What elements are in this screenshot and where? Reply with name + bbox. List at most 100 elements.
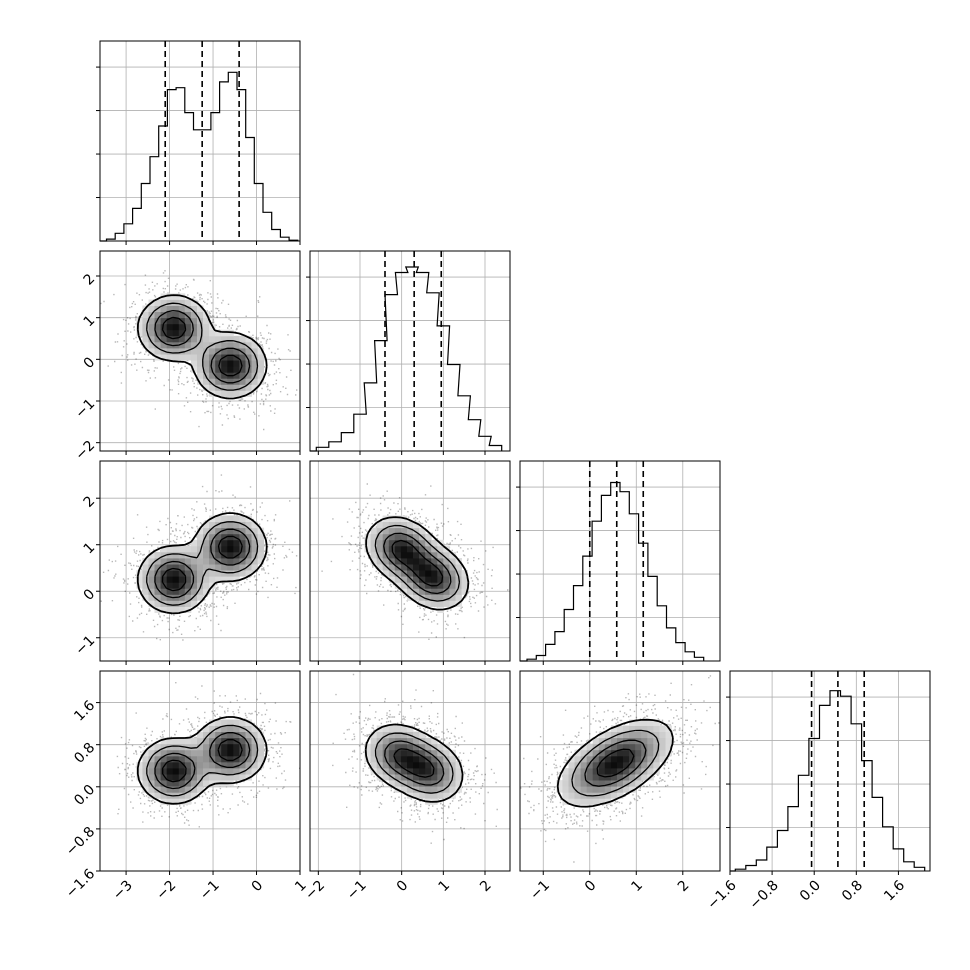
density-cell [160, 606, 168, 613]
density-cell [178, 341, 186, 349]
contour-line [374, 524, 461, 602]
density-cell [419, 527, 426, 535]
panel-frame [99, 460, 301, 662]
y-tick-label: 2 [81, 493, 99, 511]
density-cell [154, 299, 161, 306]
density-cell [425, 780, 432, 787]
density-cell [245, 354, 252, 361]
panel-frame [309, 670, 511, 872]
density-cell [629, 743, 636, 751]
density-cell [166, 761, 174, 769]
density-cell [382, 743, 390, 751]
density-cell [257, 348, 265, 355]
density-cell [178, 798, 186, 805]
density-cell [209, 719, 216, 726]
x-tick-label: 1 [628, 877, 646, 895]
density-cell [604, 792, 612, 799]
density-cell [388, 539, 396, 547]
density-cell [227, 341, 234, 349]
density-cell [659, 731, 666, 739]
density-cell [382, 533, 390, 541]
density-cell [160, 305, 168, 312]
density-cell [610, 737, 618, 745]
density-cell [160, 768, 168, 775]
density-cell [184, 743, 192, 751]
density-cell [388, 725, 396, 732]
density-cell [184, 299, 192, 306]
contour-line [364, 723, 464, 803]
density-cell [586, 798, 594, 805]
density-cell [184, 558, 192, 565]
density-cell [425, 774, 432, 781]
density-cell [413, 564, 420, 571]
density-cell [160, 341, 168, 349]
density-cell [647, 755, 654, 763]
density-cell [142, 761, 149, 769]
density-cell [629, 731, 636, 739]
density-cell [245, 755, 252, 763]
density-cell [407, 582, 414, 589]
density-cell [245, 564, 252, 571]
density-cell [394, 743, 402, 751]
density-cell [233, 774, 240, 781]
density-cell [197, 786, 204, 793]
density-cell [184, 594, 192, 601]
density-cell [407, 527, 414, 535]
density-cell [574, 786, 581, 793]
density-cell [437, 774, 444, 781]
density-cell [617, 737, 624, 745]
density-cell [148, 576, 155, 583]
density-cell [419, 588, 426, 595]
density-cell [586, 768, 594, 775]
density-cell [197, 570, 204, 577]
panel-content [100, 671, 300, 871]
contour-line [383, 532, 452, 595]
density-cell [449, 582, 456, 589]
density-cell [431, 594, 438, 601]
density-cell [160, 564, 168, 571]
density-cell [148, 774, 155, 781]
density-cell [215, 774, 222, 781]
density-cell [257, 551, 265, 559]
density-cell [370, 761, 378, 769]
density-cell [197, 774, 204, 781]
density-cell [203, 582, 210, 589]
density-cell [413, 761, 420, 769]
density-cell [184, 755, 192, 763]
x-tick-label: −3 [110, 877, 136, 903]
density-cell [568, 774, 575, 781]
density-cell [166, 545, 174, 553]
density-cell [388, 780, 396, 787]
density-cell [407, 761, 414, 769]
density-cell [653, 755, 660, 763]
density-cell [647, 768, 654, 775]
density-cell [413, 731, 420, 739]
density-cell [388, 564, 396, 571]
density-cell [148, 317, 155, 325]
density-cell [394, 780, 402, 787]
density-cell [184, 792, 192, 799]
density-cell [251, 725, 258, 732]
density-cell [437, 792, 444, 799]
density-cell [197, 360, 204, 367]
density-cell [388, 576, 396, 583]
density-cell [160, 792, 168, 799]
density-cell [574, 749, 581, 757]
density-cell [239, 743, 246, 751]
density-cell [154, 582, 161, 589]
density-cell [203, 335, 210, 343]
density-cell [394, 515, 402, 522]
density-cell [203, 737, 210, 745]
x-tick-label: −2 [302, 877, 328, 903]
density-cell [203, 551, 210, 559]
density-cell [209, 558, 216, 565]
density-cell [251, 551, 258, 559]
density-cell [148, 551, 155, 559]
density-cell [233, 719, 240, 726]
histogram-step [100, 71, 299, 242]
density-cell [443, 774, 450, 781]
density-cell [160, 594, 168, 601]
density-cell [178, 737, 186, 745]
density-cell [413, 521, 420, 529]
